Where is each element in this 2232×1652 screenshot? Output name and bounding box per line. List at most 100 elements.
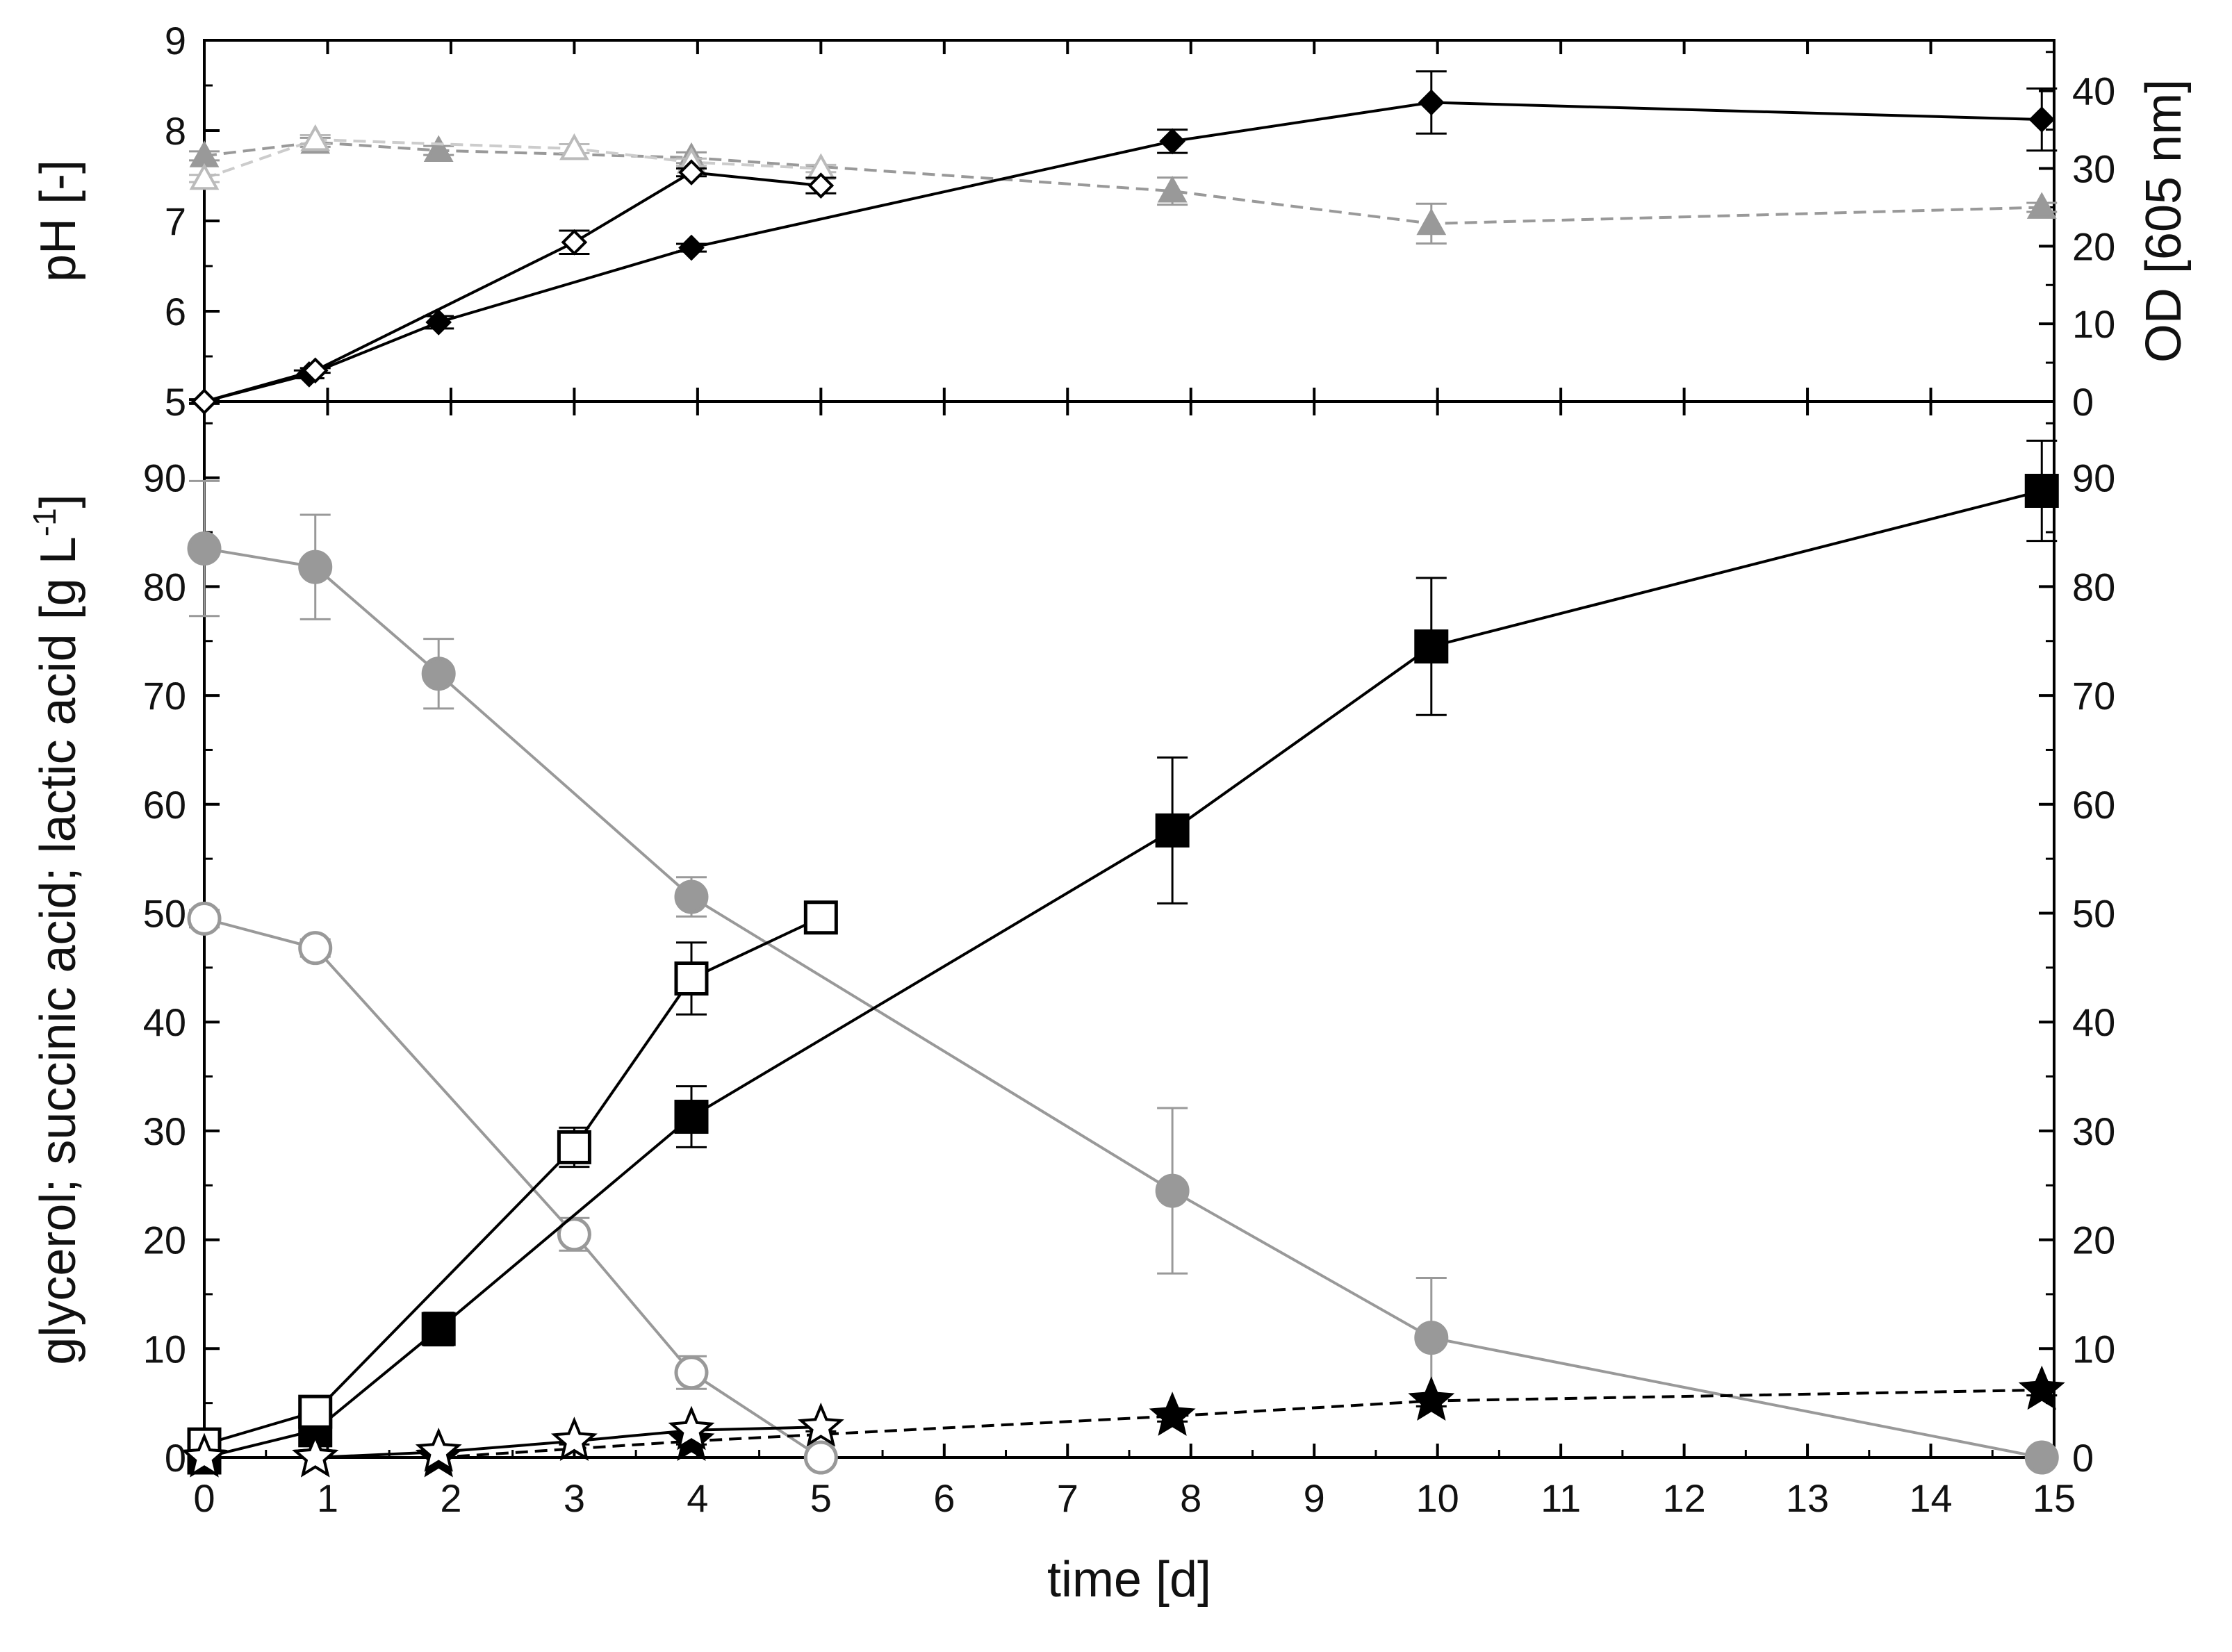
x-tick-label: 7 [1057,1476,1078,1520]
od-axis-label: OD [605 nm] [2136,79,2192,363]
ph-tick-label: 5 [165,380,186,424]
x-tick-label: 9 [1304,1476,1325,1520]
data-point [550,1416,598,1462]
ph-axis-label: pH [-] [31,160,86,282]
y-tick-label-left: 50 [143,891,186,935]
data-point [421,1312,456,1346]
data-point [678,159,705,185]
data-point [2018,1365,2065,1410]
series-line [204,1426,821,1459]
data-point [561,229,588,256]
data-point [1414,629,1449,664]
data-point [807,172,835,199]
y-tick-label-right: 70 [2072,674,2115,718]
data-point [423,135,454,162]
data-point [1155,1173,1190,1208]
od-tick-label: 10 [2072,302,2115,346]
y-axis-label-end: ] [31,494,86,508]
data-point [1159,128,1185,155]
y-tick-label-left: 60 [143,783,186,827]
x-tick-label: 1 [317,1476,338,1520]
data-point [191,388,218,415]
data-point [1414,1321,1449,1355]
y-tick-label-right: 80 [2072,565,2115,609]
y-tick-label-left: 90 [143,456,186,500]
x-tick-label: 2 [440,1476,461,1520]
data-point [292,1432,339,1478]
data-point [187,901,222,936]
x-tick-label: 6 [933,1476,955,1520]
data-point [2028,106,2055,133]
data-point [557,1217,591,1252]
y-axis-label-superscript: -1 [26,508,63,536]
data-point [189,163,220,190]
y-axis-label: glycerol; succinic acid; lactic acid [g … [26,494,86,1364]
data-point [797,1402,844,1447]
data-point [668,1405,715,1451]
od-tick-label: 40 [2072,69,2115,113]
data-point [1155,813,1190,848]
data-point [425,309,452,336]
y-axis-label-main: glycerol; succinic acid; lactic acid [g … [31,536,86,1365]
data-point [1416,208,1447,236]
data-point [803,900,838,935]
data-point [415,1427,462,1472]
x-tick-label: 11 [1541,1476,1581,1520]
data-point [1418,89,1445,116]
y-tick-label-left: 30 [143,1109,186,1153]
series-succinic-acid-open-squares [187,900,838,1462]
data-point [674,961,709,996]
series-lactic-acid-open-stars [181,1402,844,1478]
ph-tick-label: 6 [165,290,186,333]
series-glycerol-filled-circles [187,479,2059,1475]
data-point [421,656,456,691]
ph-tick-label: 7 [165,199,186,243]
od-tick-label: 20 [2072,224,2115,268]
data-point [803,1440,838,1475]
y-tick-label-left: 20 [143,1219,186,1262]
y-tick-label-right: 0 [2072,1436,2094,1480]
x-tick-label: 13 [1786,1476,1829,1520]
od-tick-label: 30 [2072,147,2115,191]
y-tick-label-left: 40 [143,1000,186,1044]
data-point [674,1355,709,1390]
data-point [557,1130,591,1164]
data-point [2026,192,2057,219]
data-point [298,550,333,584]
x-axis-label: time [d] [1047,1552,1211,1608]
y-tick-label-left: 70 [143,674,186,718]
y-tick-label-left: 0 [165,1436,186,1480]
y-tick-label-right: 50 [2072,891,2115,935]
data-point [181,1432,228,1478]
y-tick-label-right: 20 [2072,1219,2115,1262]
data-point [2024,473,2059,508]
data-point [559,133,589,160]
x-tick-label: 8 [1180,1476,1201,1520]
x-tick-label: 4 [687,1476,708,1520]
data-point [187,531,222,566]
data-point [674,1100,709,1134]
data-point [302,357,329,384]
data-point [298,931,333,966]
y-tick-label-right: 40 [2072,1000,2115,1044]
y-tick-label-right: 90 [2072,456,2115,500]
data-point [674,879,709,914]
x-tick-label: 12 [1662,1476,1705,1520]
y-tick-label-left: 10 [143,1327,186,1371]
data-point [298,1394,333,1429]
data-point [2024,1440,2059,1475]
x-tick-label: 0 [193,1476,215,1520]
x-tick-label: 14 [1909,1476,1952,1520]
series-layer [181,70,2065,1478]
ph-tick-label: 9 [165,19,186,63]
x-tick-label: 15 [2033,1476,2076,1520]
series-glycerol-open-circles [187,901,838,1475]
y-tick-label-right: 30 [2072,1109,2115,1153]
od-tick-label: 0 [2072,380,2094,424]
y-tick-label-right: 10 [2072,1327,2115,1371]
x-tick-label: 10 [1416,1476,1459,1520]
series-od-open-diamonds [189,159,837,415]
